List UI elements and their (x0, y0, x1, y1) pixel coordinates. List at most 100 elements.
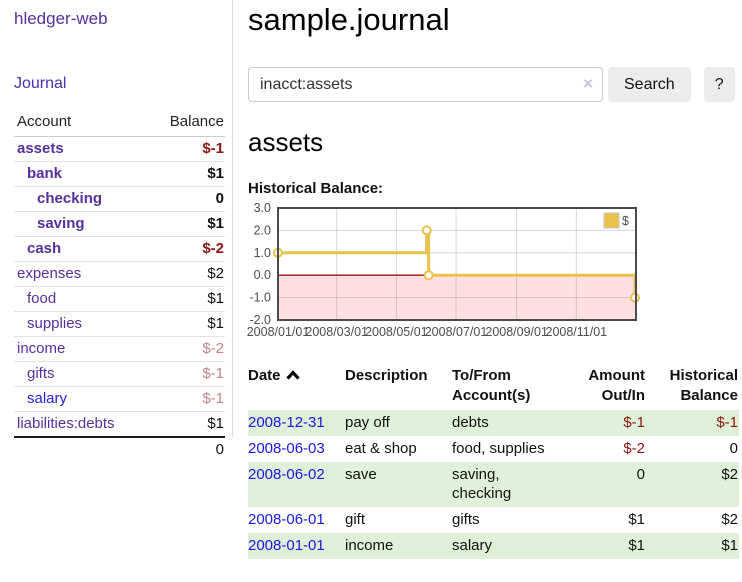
transaction-balance: $2 (646, 462, 739, 507)
svg-text:2008/05/01: 2008/05/01 (365, 325, 428, 339)
transaction-description: income (345, 533, 452, 559)
account-row: assets $-1 (14, 137, 225, 162)
date-header-label: Date (248, 367, 281, 384)
transaction-balance: $1 (646, 533, 739, 559)
brand-link[interactable]: hledger-web (14, 9, 108, 28)
register-col-amount: Amount Out/In (564, 364, 646, 410)
account-row: food $1 (14, 286, 225, 312)
account-row: cash $-2 (14, 236, 225, 262)
account-balance: $1 (147, 286, 225, 312)
account-balance: $1 (147, 161, 225, 187)
chart-title: Historical Balance: (248, 180, 384, 197)
transaction-accounts: gifts (452, 511, 480, 528)
account-link[interactable]: food (27, 290, 57, 307)
svg-text:2008/11/01: 2008/11/01 (546, 325, 608, 339)
transaction-description: gift (345, 511, 366, 528)
sidebar-item-journal[interactable]: Journal (14, 75, 67, 92)
account-link[interactable]: liabilities:debts (17, 415, 115, 432)
account-row: checking 0 (14, 186, 225, 212)
amount-header-label: Amount Out/In (588, 367, 645, 404)
account-link[interactable]: bank (27, 165, 63, 182)
account-row: gifts $-1 (14, 361, 225, 387)
search-input[interactable] (248, 67, 603, 102)
transaction-row: 2008-01-01 income salary $1 $1 (248, 533, 739, 559)
balance-chart-svg: 3.0 2.0 1.0 0.0 -1.0 -2.02008/01/012008/03/01… (247, 201, 641, 339)
page-title: sample.journal (248, 2, 450, 37)
transaction-balance: 0 (729, 440, 738, 457)
accounts-col-account: Account (14, 110, 148, 137)
svg-text:3.0: 3.0 (254, 203, 271, 215)
account-link[interactable]: checking (37, 190, 103, 207)
svg-text:-1.0: -1.0 (249, 291, 271, 305)
register-col-accounts: To/From Account(s) (452, 364, 564, 410)
register-table: Date Description To/From Account(s) Amou… (248, 364, 739, 559)
transaction-date-link[interactable]: 2008-06-01 (248, 511, 325, 528)
accounts-col-balance: Balance (147, 110, 225, 137)
account-link[interactable]: expenses (17, 265, 82, 282)
register-col-date[interactable]: Date (248, 364, 345, 410)
clear-search-icon[interactable]: × (583, 74, 593, 93)
account-link[interactable]: cash (27, 240, 62, 257)
svg-text:-2.0: -2.0 (249, 313, 271, 327)
account-balance: $-1 (202, 140, 224, 157)
account-row: saving $1 (14, 211, 225, 237)
account-balance: $-2 (147, 336, 225, 362)
sidebar: hledger-web Journal Account Balance asse… (0, 0, 233, 462)
page: hledger-web Journal Account Balance asse… (0, 0, 742, 559)
account-link[interactable]: salary (27, 390, 68, 407)
transaction-date-link[interactable]: 2008-06-02 (248, 466, 325, 483)
transaction-description: save (345, 462, 452, 507)
transaction-amount: 0 (564, 462, 646, 507)
svg-text:2008/03/01: 2008/03/01 (305, 325, 368, 339)
account-balance: $-2 (147, 236, 225, 262)
description-header-label: Description (345, 367, 428, 384)
account-balance: $1 (147, 411, 225, 437)
transaction-accounts: food, supplies (452, 440, 545, 457)
transaction-accounts: saving, checking (452, 462, 564, 507)
transaction-balance: $2 (721, 511, 738, 528)
help-button[interactable]: ? (703, 67, 735, 102)
account-balance: $1 (147, 211, 225, 237)
account-link[interactable]: income (17, 340, 66, 357)
svg-text:2008/01/01: 2008/01/01 (247, 325, 310, 339)
account-row: supplies $1 (14, 311, 225, 337)
account-row: income $-2 (14, 336, 225, 362)
transaction-date-link[interactable]: 2008-01-01 (248, 537, 325, 554)
transaction-amount: $1 (628, 511, 645, 528)
transaction-balance: $-1 (646, 410, 739, 436)
sort-ascending-icon (285, 370, 300, 380)
account-row: salary $-1 (14, 386, 225, 412)
transaction-date-link[interactable]: 2008-06-03 (248, 440, 325, 457)
transaction-amount: $-2 (623, 440, 645, 457)
transaction-description: pay off (345, 410, 452, 436)
account-balance: $-1 (147, 361, 225, 387)
historical-balance-chart: 3.0 2.0 1.0 0.0 -1.0 -2.0 2008/01/01 2008/03/01… (245, 201, 742, 350)
transaction-accounts: salary (452, 533, 564, 559)
account-row: expenses $2 (14, 261, 225, 287)
svg-text:1.0: 1.0 (254, 246, 271, 260)
accounts-total: 0 (147, 436, 225, 462)
svg-text:0.0: 0.0 (254, 268, 271, 282)
search-button[interactable]: Search (608, 67, 691, 102)
register-col-balance: Historical Balance (646, 364, 739, 410)
svg-text:2.0: 2.0 (254, 223, 271, 237)
accounts-header-label: To/From Account(s) (452, 367, 531, 404)
accounts-total-row: 0 (14, 436, 225, 462)
transaction-description: eat & shop (345, 440, 417, 457)
account-link[interactable]: assets (17, 140, 64, 157)
transaction-amount: $1 (564, 533, 646, 559)
account-link[interactable]: gifts (27, 365, 55, 382)
account-row: bank $1 (14, 161, 225, 187)
transaction-date-link[interactable]: 2008-12-31 (248, 414, 325, 431)
account-balance: $1 (147, 311, 225, 337)
search-form: × Search ? (248, 67, 742, 102)
account-link[interactable]: supplies (27, 315, 83, 332)
transaction-row: 2008-06-02 save saving, checking 0 $2 (248, 462, 739, 507)
balance-header-label: Historical Balance (669, 367, 738, 404)
transaction-accounts: debts (452, 410, 564, 436)
account-balance: $2 (147, 261, 225, 287)
account-link[interactable]: saving (37, 215, 85, 232)
accounts-table: Account Balance assets $-1 bank $1 check… (14, 110, 225, 462)
register-header-row: Date Description To/From Account(s) Amou… (248, 364, 739, 410)
svg-text:$: $ (622, 214, 629, 228)
